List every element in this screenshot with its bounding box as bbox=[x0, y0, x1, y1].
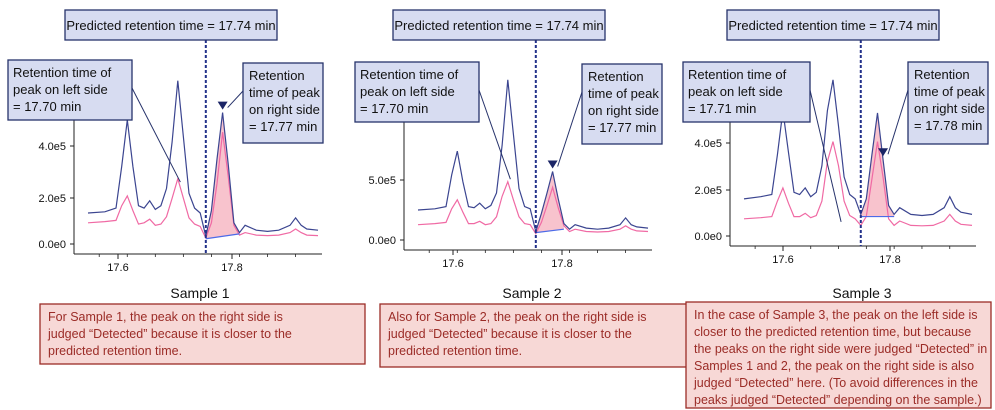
y-tick-label: 0.0e0 bbox=[38, 239, 66, 251]
left-peak-arrow bbox=[478, 89, 511, 180]
right-peak-label-line: Retention bbox=[588, 69, 644, 84]
left-peak-label-line: peak on left side bbox=[13, 82, 108, 97]
note-line: predicted retention time. bbox=[388, 344, 522, 358]
right-peak-callout bbox=[242, 62, 324, 144]
chart-panel-2: 17.6 17.8 0.0e0 5.0e5 Predicted retention ti… bbox=[354, 9, 709, 368]
left-peak-arrow bbox=[131, 87, 181, 183]
right-peak-label-line: = 17.77 min bbox=[249, 119, 317, 134]
note-line: judged “Detected” because it is closer t… bbox=[47, 327, 292, 341]
y-tick-label: 4.0e5 bbox=[694, 138, 722, 150]
x-tick-label: 17.6 bbox=[442, 258, 463, 270]
predicted-rt-callout bbox=[726, 9, 940, 41]
left-peak-callout bbox=[682, 61, 811, 123]
peak-marker-icon bbox=[878, 148, 889, 157]
left-peak-label-line: = 17.70 min bbox=[360, 101, 428, 116]
sample-caption: Sample 2 bbox=[502, 285, 561, 301]
left-peak-label-line: Retention time of bbox=[13, 65, 112, 80]
y-tick-label: 2.0e5 bbox=[694, 185, 722, 197]
lower-trace-line bbox=[87, 132, 319, 240]
right-peak-label-line: time of peak bbox=[588, 86, 659, 101]
x-tick-label: 17.8 bbox=[879, 254, 900, 266]
lower-trace-line bbox=[743, 141, 973, 227]
note-line: For Sample 1, the peak on the right side… bbox=[48, 310, 283, 324]
right-peak-arrow bbox=[887, 89, 909, 155]
y-tick-label: 2.0e5 bbox=[38, 193, 66, 205]
chart-panel-1: 17.6 17.8 0.0e0 2.0e5 4.0e5 Predicted retenti… bbox=[7, 9, 366, 365]
x-tick-label: 17.6 bbox=[107, 262, 128, 274]
right-peak-label-line: Retention bbox=[914, 67, 970, 82]
upper-trace-line bbox=[417, 79, 649, 234]
note-line: Samples 1 and 2, the peak on the right s… bbox=[694, 359, 974, 373]
left-peak-label-line: Retention time of bbox=[360, 67, 459, 82]
x-tick-label: 17.8 bbox=[551, 258, 572, 270]
right-peak-label-line: on right side bbox=[249, 102, 320, 117]
note-line: judged “Detected” here. (To avoid differ… bbox=[693, 376, 978, 390]
upper-trace-line bbox=[743, 79, 973, 217]
x-tick-label: 17.8 bbox=[221, 262, 242, 274]
right-peak-callout bbox=[581, 63, 663, 145]
left-peak-label-line: = 17.70 min bbox=[13, 99, 81, 114]
predicted-rt-callout bbox=[392, 9, 606, 41]
right-peak-callout bbox=[907, 61, 989, 145]
left-peak-callout bbox=[354, 61, 480, 123]
sample-caption: Sample 1 bbox=[170, 285, 229, 301]
predicted-rt-label: Predicted retention time = 17.74 min bbox=[394, 18, 603, 33]
right-peak-arrow bbox=[557, 91, 583, 167]
left-peak-label-line: peak on left side bbox=[360, 84, 455, 99]
explanation-note bbox=[39, 303, 366, 365]
y-tick-label: 5.0e5 bbox=[368, 175, 396, 187]
upper-trace-line bbox=[87, 80, 319, 237]
lower-trace-line bbox=[417, 179, 649, 235]
detected-peak-area bbox=[860, 112, 895, 217]
note-line: peaks judged “Detected” depending on the… bbox=[694, 393, 982, 407]
note-line: closer to the predicted retention time, … bbox=[694, 325, 971, 339]
y-tick-label: 0.0e0 bbox=[694, 231, 722, 243]
predicted-rt-callout bbox=[64, 9, 278, 41]
peak-baseline bbox=[205, 233, 240, 240]
predicted-rt-label: Predicted retention time = 17.74 min bbox=[728, 18, 937, 33]
left-peak-label-line: Retention time of bbox=[688, 67, 787, 82]
right-peak-label-line: on right side bbox=[588, 103, 659, 118]
chart-panel-3: 17.6 17.8 0.0e0 2.0e5 4.0e5 Predicted retenti… bbox=[682, 9, 992, 409]
right-peak-arrow bbox=[227, 90, 244, 108]
left-peak-arrow bbox=[809, 89, 842, 222]
right-peak-label-line: time of peak bbox=[914, 84, 985, 99]
right-peak-label-line: on right side bbox=[914, 101, 985, 116]
right-peak-label-line: Retention bbox=[249, 68, 305, 83]
peak-baseline bbox=[535, 228, 564, 234]
peak-marker-icon bbox=[217, 101, 228, 110]
right-peak-label-line: time of peak bbox=[249, 85, 320, 100]
peak-marker-icon bbox=[547, 160, 558, 169]
y-tick-label: 4.0e5 bbox=[38, 141, 66, 153]
detected-peak-area bbox=[205, 112, 240, 239]
note-line: Also for Sample 2, the peak on the right… bbox=[388, 310, 646, 324]
sample-caption: Sample 3 bbox=[832, 285, 891, 301]
right-peak-label-line: = 17.77 min bbox=[588, 120, 656, 135]
right-peak-label-line: = 17.78 min bbox=[914, 118, 982, 133]
note-line: judged “Detected” because it is closer t… bbox=[387, 327, 632, 341]
note-line: predicted retention time. bbox=[48, 344, 182, 358]
left-peak-callout bbox=[7, 59, 133, 121]
x-tick-label: 17.6 bbox=[772, 254, 793, 266]
predicted-rt-label: Predicted retention time = 17.74 min bbox=[66, 18, 275, 33]
note-line: In the case of Sample 3, the peak on the… bbox=[694, 308, 978, 322]
left-peak-label-line: peak on left side bbox=[688, 84, 783, 99]
explanation-note bbox=[685, 301, 992, 409]
left-peak-label-line: = 17.71 min bbox=[688, 101, 756, 116]
y-tick-label: 0.0e0 bbox=[368, 235, 396, 247]
explanation-note bbox=[379, 303, 709, 368]
note-line: the peaks on the right side were judged … bbox=[694, 342, 987, 356]
